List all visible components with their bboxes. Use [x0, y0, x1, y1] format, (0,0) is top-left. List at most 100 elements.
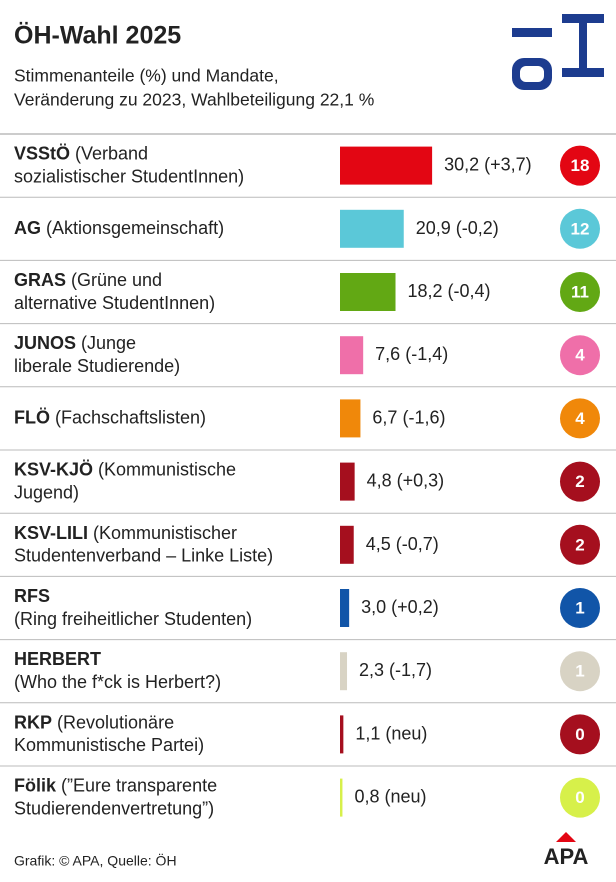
footer: Grafik: © APA, Quelle: ÖH: [14, 852, 177, 869]
party-name: (Fachschaftslisten): [55, 407, 206, 427]
party-name: (Kommunistische: [98, 459, 236, 479]
bar: [340, 525, 354, 564]
apa-logo-mark: [556, 832, 576, 842]
mandate-circle: [560, 272, 600, 312]
bar: [340, 715, 344, 754]
party-label: KSV-LILI (Kommunistischer: [14, 523, 237, 543]
change: (-0,7): [396, 534, 439, 554]
change: (neu): [385, 723, 427, 743]
value: 0,8: [354, 786, 379, 806]
value-label: 6,7 (-1,6): [372, 407, 445, 427]
party-abbr: AG: [14, 218, 41, 238]
party-name: (Junge: [81, 333, 136, 353]
party-label: VSStÖ (Verband: [14, 143, 148, 163]
party-abbr: KSV-LILI: [14, 523, 88, 543]
value: 1,1: [355, 723, 380, 743]
value: 7,6: [375, 344, 400, 364]
mandate-circle: [560, 777, 600, 818]
bar: [340, 146, 433, 185]
change: (neu): [384, 786, 426, 806]
mandate-circle: [560, 461, 600, 502]
change: (+3,7): [484, 154, 532, 174]
change: (-0,4): [448, 281, 491, 301]
bar: [340, 589, 350, 627]
party-name: (Who the f*ck is Herbert?): [14, 672, 221, 692]
party-abbr: KSV-KJÖ: [14, 459, 93, 479]
value: 30,2: [444, 154, 479, 174]
value: 20,9: [416, 218, 451, 238]
change: (-0,2): [456, 218, 499, 238]
title: ÖH-Wahl 2025: [14, 21, 181, 50]
party-name: (Verband: [75, 143, 148, 163]
mandate-circle: [560, 208, 600, 249]
party-abbr: GRAS: [14, 270, 66, 290]
value-label: 30,2 (+3,7): [444, 154, 532, 174]
value: 4,5: [366, 534, 391, 554]
mandate-label: 1: [575, 598, 584, 617]
mandate-label: 2: [575, 535, 584, 554]
mandate-circle: [560, 524, 600, 565]
party-abbr: RFS: [14, 586, 50, 606]
change: (-1,6): [402, 407, 445, 427]
party-label: GRAS (Grüne und: [14, 270, 162, 290]
party-name: Jugend): [14, 482, 79, 502]
value: 18,2: [408, 281, 443, 301]
value: 2,3: [359, 660, 384, 680]
bar: [340, 336, 364, 375]
bar: [340, 778, 343, 817]
value-label: 0,8 (neu): [354, 786, 426, 806]
subtitle: Stimmenanteile (%) und Mandate,: [14, 66, 279, 86]
bar: [340, 462, 355, 501]
party-label: JUNOS (Junge: [14, 333, 136, 353]
party-name: (Grüne und: [71, 270, 162, 290]
value-label: 1,1 (neu): [355, 723, 427, 743]
mandate-circle: [560, 335, 600, 376]
value-label: 3,0 (+0,2): [361, 597, 439, 617]
mandate-label: 12: [571, 219, 590, 238]
party-name: liberale Studierende): [14, 356, 180, 376]
value-label: 4,8 (+0,3): [367, 470, 445, 490]
change: (+0,3): [397, 470, 445, 490]
mandate-label: 4: [575, 409, 585, 428]
change: (-1,4): [405, 344, 448, 364]
party-label: KSV-KJÖ (Kommunistische: [14, 459, 236, 479]
party-label: AG (Aktionsgemeinschaft): [14, 218, 224, 238]
mandate-circle: [560, 588, 600, 628]
party-name: Kommunistische Partei): [14, 735, 204, 755]
party-name: (Revolutionäre: [57, 712, 174, 732]
mandate-label: 2: [575, 472, 584, 491]
mandate-label: 1: [575, 662, 584, 681]
change: (+0,2): [391, 597, 439, 617]
mandate-label: 0: [575, 725, 584, 744]
mandate-label: 4: [575, 346, 585, 365]
party-label: RFS: [14, 586, 50, 606]
party-name: (Ring freiheitlicher Studenten): [14, 609, 252, 629]
apa-logo: APA: [544, 844, 589, 869]
value: 6,7: [372, 407, 397, 427]
party-name: (Kommunistischer: [93, 523, 237, 543]
party-name: Studentenverband – Linke Liste): [14, 546, 273, 566]
value-label: 7,6 (-1,4): [375, 344, 448, 364]
party-abbr: JUNOS: [14, 333, 76, 353]
party-abbr: RKP: [14, 712, 52, 732]
bar: [340, 273, 396, 311]
party-abbr: HERBERT: [14, 649, 101, 669]
party-label: RKP (Revolutionäre: [14, 712, 174, 732]
bar: [340, 652, 348, 691]
bar: [340, 209, 404, 248]
party-name: Studierendenvertretung”): [14, 798, 214, 818]
value-label: 20,9 (-0,2): [416, 218, 499, 238]
subtitle: Veränderung zu 2023, Wahlbeteiligung 22,…: [14, 90, 374, 110]
party-abbr: FLÖ: [14, 407, 50, 427]
party-abbr: Fölik: [14, 775, 57, 795]
party-name: alternative StudentInnen): [14, 293, 215, 313]
change: (-1,7): [389, 660, 432, 680]
party-label: FLÖ (Fachschaftslisten): [14, 407, 206, 427]
party-abbr: VSStÖ: [14, 143, 70, 163]
value: 4,8: [367, 470, 392, 490]
mandate-circle: [560, 714, 600, 755]
bar: [340, 399, 361, 438]
party-name: (Aktionsgemeinschaft): [46, 218, 224, 238]
mandate-label: 0: [575, 788, 584, 807]
